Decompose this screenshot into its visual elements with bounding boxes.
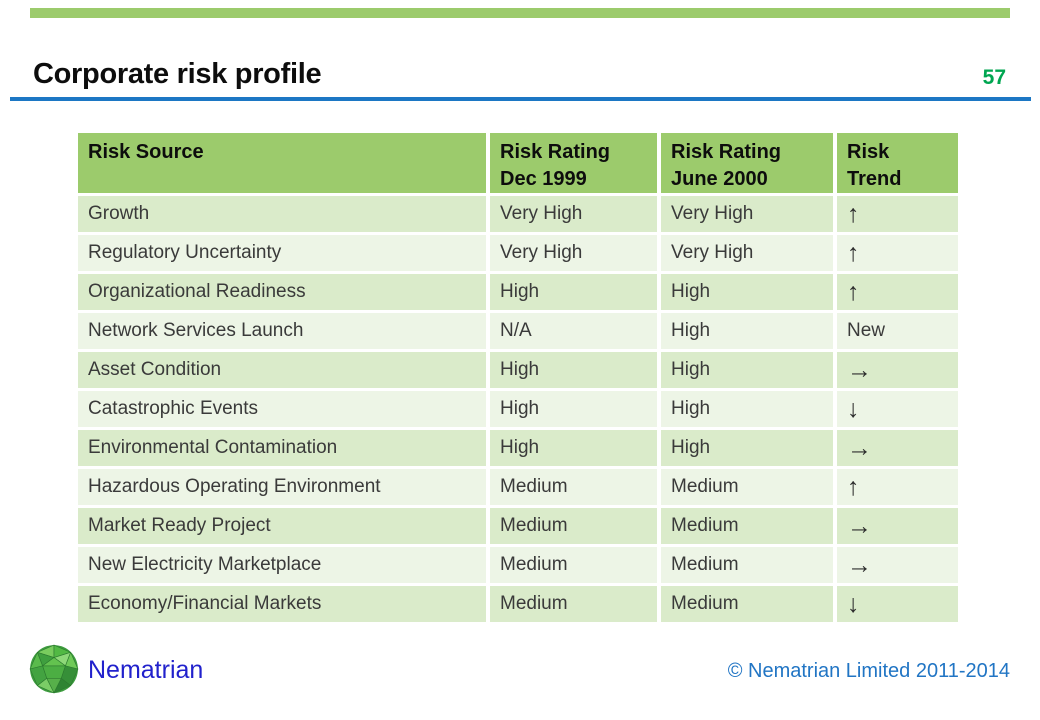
risk-source-cell: Asset Condition (78, 352, 490, 391)
risk-trend-cell: → (837, 352, 958, 391)
risk-trend-cell: ↑ (837, 274, 958, 313)
rating-june-2000-cell: High (661, 430, 837, 469)
rating-dec-1999-cell: High (490, 352, 661, 391)
nematrian-logo-icon (28, 642, 80, 696)
rating-june-2000-cell: Medium (661, 508, 837, 547)
rating-june-2000-cell: High (661, 313, 837, 352)
risk-source-cell: Catastrophic Events (78, 391, 490, 430)
col-header-risk-source: Risk Source (78, 133, 490, 196)
risk-table-body: Growth Very High Very High ↑ Regulatory … (78, 196, 958, 625)
risk-table-header: Risk Source Risk Rating Dec 1999 Risk Ra… (78, 133, 958, 196)
risk-source-cell: Economy/Financial Markets (78, 586, 490, 625)
rating-june-2000-cell: Medium (661, 586, 837, 625)
table-row: Catastrophic Events High High ↓ (78, 391, 958, 430)
risk-source-cell: New Electricity Marketplace (78, 547, 490, 586)
rating-june-2000-cell: Medium (661, 547, 837, 586)
col-header-rating-dec-1999: Risk Rating Dec 1999 (490, 133, 661, 196)
table-row: Growth Very High Very High ↑ (78, 196, 958, 235)
risk-trend-cell: → (837, 508, 958, 547)
risk-source-cell: Organizational Readiness (78, 274, 490, 313)
rating-dec-1999-cell: High (490, 430, 661, 469)
table-row: New Electricity Marketplace Medium Mediu… (78, 547, 958, 586)
rating-dec-1999-cell: Medium (490, 547, 661, 586)
col-header-rating-june-2000: Risk Rating June 2000 (661, 133, 837, 196)
rating-june-2000-cell: High (661, 391, 837, 430)
risk-source-cell: Market Ready Project (78, 508, 490, 547)
risk-profile-table: Risk Source Risk Rating Dec 1999 Risk Ra… (78, 133, 958, 625)
rating-dec-1999-cell: Very High (490, 235, 661, 274)
risk-trend-cell: ↓ (837, 391, 958, 430)
brand-name: Nematrian (88, 656, 204, 684)
table-row: Regulatory Uncertainty Very High Very Hi… (78, 235, 958, 274)
rating-dec-1999-cell: High (490, 391, 661, 430)
risk-source-cell: Regulatory Uncertainty (78, 235, 490, 274)
rating-dec-1999-cell: Medium (490, 469, 661, 508)
risk-trend-cell: ↑ (837, 235, 958, 274)
table-row: Organizational Readiness High High ↑ (78, 274, 958, 313)
table-row: Network Services Launch N/A High New (78, 313, 958, 352)
rating-june-2000-cell: Very High (661, 235, 837, 274)
risk-trend-cell: ↑ (837, 196, 958, 235)
risk-source-cell: Growth (78, 196, 490, 235)
top-accent-bar (30, 8, 1010, 18)
risk-trend-cell: → (837, 547, 958, 586)
title-divider-rule (10, 97, 1031, 101)
rating-june-2000-cell: High (661, 352, 837, 391)
risk-source-cell: Environmental Contamination (78, 430, 490, 469)
rating-june-2000-cell: Very High (661, 196, 837, 235)
rating-dec-1999-cell: N/A (490, 313, 661, 352)
risk-trend-cell: ↑ (837, 469, 958, 508)
risk-trend-cell: ↓ (837, 586, 958, 625)
table-row: Environmental Contamination High High → (78, 430, 958, 469)
col-header-risk-trend: Risk Trend (837, 133, 958, 196)
rating-dec-1999-cell: Very High (490, 196, 661, 235)
header-row: Risk Source Risk Rating Dec 1999 Risk Ra… (78, 133, 958, 196)
table-row: Market Ready Project Medium Medium → (78, 508, 958, 547)
table-row: Hazardous Operating Environment Medium M… (78, 469, 958, 508)
table-row: Asset Condition High High → (78, 352, 958, 391)
copyright-text: © Nematrian Limited 2011-2014 (727, 660, 1010, 682)
risk-source-cell: Network Services Launch (78, 313, 490, 352)
slide-page-number: 57 (982, 66, 1006, 89)
table-row: Economy/Financial Markets Medium Medium … (78, 586, 958, 625)
rating-dec-1999-cell: High (490, 274, 661, 313)
rating-june-2000-cell: Medium (661, 469, 837, 508)
risk-source-cell: Hazardous Operating Environment (78, 469, 490, 508)
rating-dec-1999-cell: Medium (490, 586, 661, 625)
page-title: Corporate risk profile (33, 58, 322, 90)
risk-trend-cell: New (837, 313, 958, 352)
risk-trend-cell: → (837, 430, 958, 469)
rating-june-2000-cell: High (661, 274, 837, 313)
rating-dec-1999-cell: Medium (490, 508, 661, 547)
